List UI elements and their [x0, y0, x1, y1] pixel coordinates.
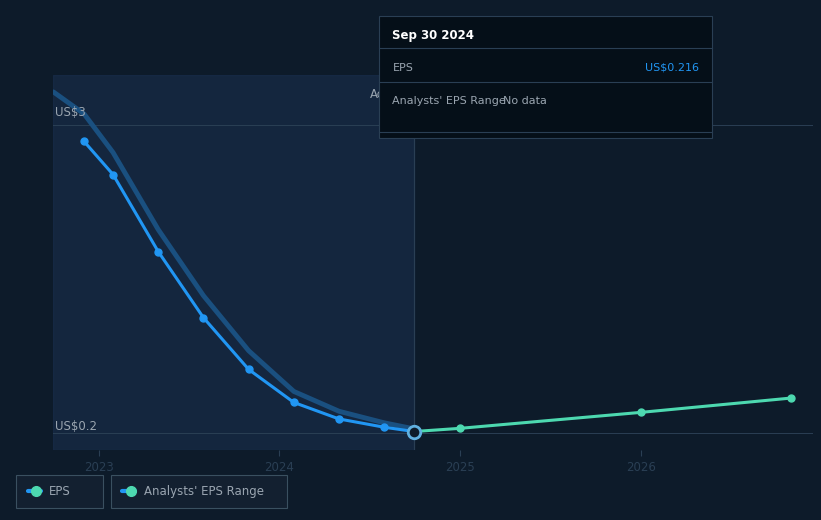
Text: EPS: EPS: [49, 485, 71, 498]
Bar: [53, 75, 414, 450]
Text: Actual: Actual: [369, 88, 407, 101]
Text: No data: No data: [503, 96, 547, 107]
Text: Sep 30 2024: Sep 30 2024: [392, 29, 475, 42]
Text: Analysts' EPS Range: Analysts' EPS Range: [392, 96, 507, 107]
Text: Analysts' EPS Range: Analysts' EPS Range: [144, 485, 264, 498]
Text: US$3: US$3: [55, 107, 86, 120]
Text: US$0.216: US$0.216: [644, 62, 699, 73]
Text: EPS: EPS: [392, 62, 413, 73]
Text: US$0.2: US$0.2: [55, 420, 97, 433]
Text: Analysts Forecasts: Analysts Forecasts: [421, 88, 531, 101]
